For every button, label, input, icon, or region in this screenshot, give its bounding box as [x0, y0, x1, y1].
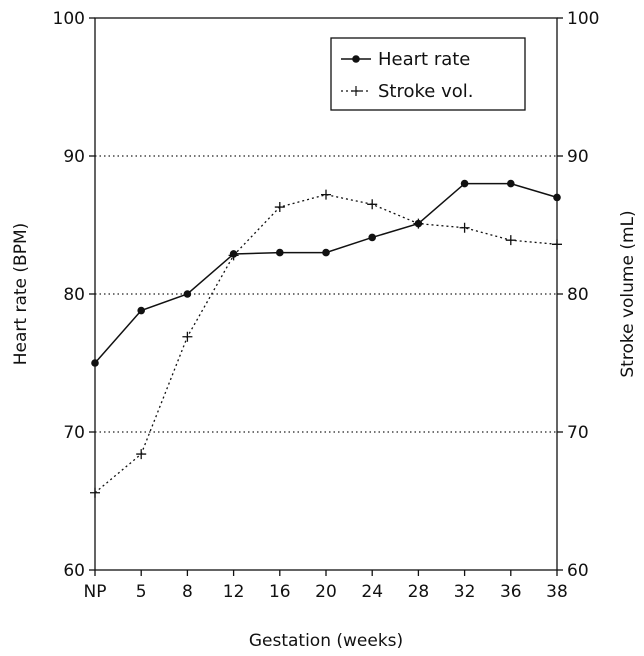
data-point-heart-rate-24 [368, 233, 377, 242]
data-point-heart-rate-38 [553, 193, 561, 202]
x-tick-label-5: 5 [136, 582, 147, 602]
x-tick-label-12: 12 [223, 582, 245, 602]
x-tick-label-24: 24 [361, 582, 383, 602]
legend-label-stroke-vol: Stroke vol. [378, 81, 473, 102]
y-tick-label-60: 60 [63, 561, 85, 581]
legend-marker-dot [352, 55, 360, 63]
data-point-heart-rate-8 [183, 290, 192, 298]
data-point-stroke-vol-5 [136, 449, 147, 460]
x-tick-label-32: 32 [454, 582, 476, 602]
data-point-stroke-vol-NP [90, 487, 100, 498]
y-tick-label-90: 90 [63, 147, 85, 167]
x-tick-label-38: 38 [546, 582, 568, 602]
legend: Heart rate Stroke vol. [330, 37, 526, 111]
data-point-heart-rate-NP [91, 359, 99, 367]
x-tick-label-NP: NP [84, 582, 107, 602]
y2-tick-label-100: 100 [567, 9, 599, 29]
y2-tick-label-60: 60 [567, 561, 589, 581]
series-layer [90, 179, 562, 498]
x-tick-label-16: 16 [269, 582, 291, 602]
y-tick-label-70: 70 [63, 423, 85, 443]
data-point-heart-rate-5 [137, 306, 145, 315]
y-axis-label: Heart rate (BPM) [11, 223, 31, 366]
data-point-heart-rate-32 [460, 179, 469, 188]
data-point-stroke-vol-20 [321, 189, 331, 200]
legend-marker-plus [351, 86, 361, 96]
x-axis-label: Gestation (weeks) [249, 631, 403, 651]
data-point-stroke-vol-28 [413, 218, 424, 229]
data-point-stroke-vol-38 [552, 239, 562, 250]
x-tick-label-8: 8 [182, 582, 193, 602]
legend-box [330, 37, 526, 111]
legend-item-heart-rate: Heart rate [341, 49, 470, 70]
data-point-stroke-vol-8 [182, 331, 193, 342]
series-line-heart-rate [94, 182, 558, 364]
y-axis-right: 60 70 80 90 100 [557, 9, 599, 581]
x-axis: NP 5 8 12 16 20 24 28 32 36 38 [84, 570, 568, 602]
legend-label-heart-rate: Heart rate [378, 49, 470, 70]
y2-tick-label-80: 80 [567, 285, 589, 305]
data-point-heart-rate-16 [276, 248, 284, 257]
gridlines [95, 155, 557, 433]
data-point-stroke-vol-36 [505, 235, 516, 246]
y-axis-left: 60 70 80 90 100 [53, 9, 95, 581]
y2-axis-label: Stroke volume (mL) [618, 210, 638, 377]
y-tick-label-80: 80 [63, 285, 85, 305]
legend-item-stroke-vol: Stroke vol. [341, 81, 473, 102]
data-point-heart-rate-20 [322, 248, 330, 257]
data-point-stroke-vol-16 [274, 202, 285, 213]
x-tick-label-36: 36 [500, 582, 522, 602]
x-tick-label-28: 28 [408, 582, 430, 602]
data-point-stroke-vol-32 [459, 222, 470, 233]
data-point-heart-rate-36 [507, 179, 515, 188]
series-line-stroke-vol [94, 193, 558, 494]
y2-tick-label-70: 70 [567, 423, 589, 443]
y2-tick-label-90: 90 [567, 147, 589, 167]
data-point-stroke-vol-24 [367, 199, 378, 210]
y-tick-label-100: 100 [53, 9, 85, 29]
x-tick-label-20: 20 [315, 582, 337, 602]
data-point-stroke-vol-12 [228, 250, 239, 261]
